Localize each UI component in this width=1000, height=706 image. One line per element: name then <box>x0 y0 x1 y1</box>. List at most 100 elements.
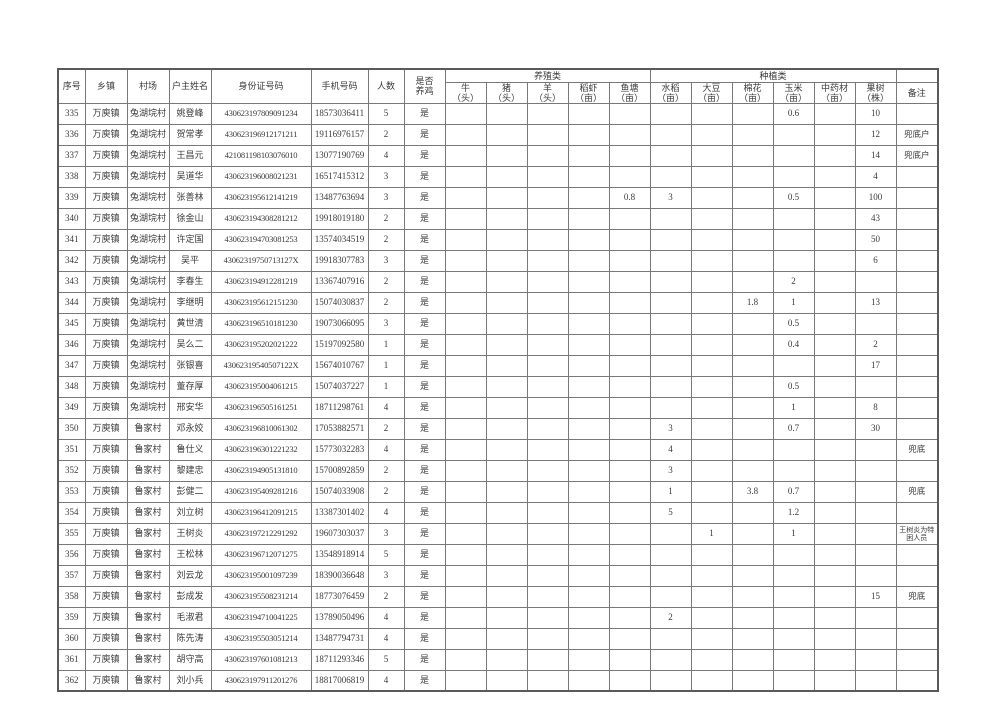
table-row: 360 万庾镇 鲁家村 陈先涛 430623195503051214 1348779473… <box>57 627 939 650</box>
cell-town: 万庾镇 <box>84 627 128 650</box>
col-header-id-number: 身份证号码 <box>210 68 312 104</box>
cell-householder-name: 李春生 <box>168 270 212 293</box>
table-row: 337 万庾镇 兔湖垸村 王昌元 421081198103076010 130771907… <box>57 144 939 167</box>
cell-soybean <box>690 627 733 650</box>
cell-cotton <box>731 333 774 356</box>
cell-cattle <box>444 501 487 524</box>
cell-people-count: 1 <box>367 375 405 398</box>
remark-header-spacer <box>895 68 939 83</box>
cell-herb <box>813 123 856 146</box>
cell-corn <box>772 228 815 251</box>
cell-village: 鲁家村 <box>126 480 170 503</box>
cell-rice <box>649 354 692 377</box>
cell-people-count: 4 <box>367 501 405 524</box>
cell-householder-name: 张银喜 <box>168 354 212 377</box>
cell-village: 鲁家村 <box>126 564 170 587</box>
cell-pig <box>485 627 528 650</box>
cell-pig <box>485 564 528 587</box>
col-header-raises-chicken: 是否 养鸡 <box>403 68 446 104</box>
cell-fish-pond <box>608 564 651 587</box>
cell-fruit-tree <box>854 270 897 293</box>
cell-corn <box>772 354 815 377</box>
cell-herb <box>813 501 856 524</box>
cell-soybean <box>690 207 733 230</box>
table-row: 362 万庾镇 鲁家村 刘小兵 430623197911201276 1881700681… <box>57 669 939 692</box>
cell-phone: 13487794731 <box>310 627 369 650</box>
cell-fish-pond <box>608 438 651 461</box>
cell-cattle <box>444 312 487 335</box>
cell-cattle <box>444 480 487 503</box>
cell-pig <box>485 333 528 356</box>
cell-householder-name: 邓永姣 <box>168 417 212 440</box>
cell-town: 万庾镇 <box>84 165 128 188</box>
cell-cotton <box>731 186 774 209</box>
cell-corn <box>772 123 815 146</box>
cell-rice-shrimp <box>567 585 610 608</box>
cell-raises-chicken: 是 <box>403 396 446 419</box>
cell-soybean <box>690 354 733 377</box>
cell-id-number: 430623194912281219 <box>210 270 312 293</box>
cell-town: 万庾镇 <box>84 228 128 251</box>
cell-people-count: 1 <box>367 333 405 356</box>
cell-herb <box>813 543 856 566</box>
cell-remark <box>895 648 939 671</box>
cell-id-number: 430623196810061302 <box>210 417 312 440</box>
cell-rice <box>649 564 692 587</box>
cell-fish-pond <box>608 354 651 377</box>
cell-cotton <box>731 564 774 587</box>
col-header-people-count: 人数 <box>367 68 405 104</box>
cell-people-count: 2 <box>367 270 405 293</box>
cell-fish-pond <box>608 396 651 419</box>
table-row: 361 万庾镇 鲁家村 胡守高 430623197601081213 1871129334… <box>57 648 939 671</box>
cell-village: 兔湖垸村 <box>126 207 170 230</box>
cell-remark <box>895 249 939 272</box>
cell-id-number: 430623196412091215 <box>210 501 312 524</box>
cell-village: 兔湖垸村 <box>126 312 170 335</box>
table-row: 349 万庾镇 兔湖垸村 邢安华 430623196505161251 187112987… <box>57 396 939 419</box>
cell-town: 万庾镇 <box>84 522 128 545</box>
cell-pig <box>485 669 528 692</box>
cell-cotton <box>731 354 774 377</box>
cell-sheep <box>526 165 569 188</box>
cell-rice-shrimp <box>567 480 610 503</box>
cell-rice <box>649 333 692 356</box>
cell-village: 鲁家村 <box>126 606 170 629</box>
cell-phone: 13548918914 <box>310 543 369 566</box>
cell-raises-chicken: 是 <box>403 270 446 293</box>
cell-fruit-tree: 6 <box>854 249 897 272</box>
col-header-phone: 手机号码 <box>310 68 369 104</box>
cell-herb <box>813 417 856 440</box>
cell-people-count: 1 <box>367 354 405 377</box>
cell-no: 350 <box>57 417 86 440</box>
cell-rice-shrimp <box>567 186 610 209</box>
cell-remark <box>895 333 939 356</box>
cell-corn <box>772 606 815 629</box>
cell-pig <box>485 354 528 377</box>
cell-soybean <box>690 144 733 167</box>
cell-id-number: 430623195409281216 <box>210 480 312 503</box>
cell-cotton: 3.8 <box>731 480 774 503</box>
cell-rice-shrimp <box>567 123 610 146</box>
cell-id-number: 430623196510181230 <box>210 312 312 335</box>
cell-rice-shrimp <box>567 228 610 251</box>
cell-fruit-tree <box>854 669 897 692</box>
cell-town: 万庾镇 <box>84 564 128 587</box>
cell-herb <box>813 312 856 335</box>
cell-cotton <box>731 585 774 608</box>
cell-people-count: 2 <box>367 207 405 230</box>
cell-herb <box>813 354 856 377</box>
cell-no: 361 <box>57 648 86 671</box>
cell-herb <box>813 228 856 251</box>
cell-soybean <box>690 438 733 461</box>
cell-village: 鲁家村 <box>126 438 170 461</box>
cell-phone: 18711298761 <box>310 396 369 419</box>
cell-herb <box>813 333 856 356</box>
table-row: 353 万庾镇 鲁家村 彭健二 430623195409281216 1507403390… <box>57 480 939 503</box>
cell-sheep <box>526 396 569 419</box>
cell-sheep <box>526 459 569 482</box>
cell-fish-pond <box>608 228 651 251</box>
cell-pig <box>485 144 528 167</box>
cell-id-number: 430623196301221232 <box>210 438 312 461</box>
cell-cattle <box>444 375 487 398</box>
